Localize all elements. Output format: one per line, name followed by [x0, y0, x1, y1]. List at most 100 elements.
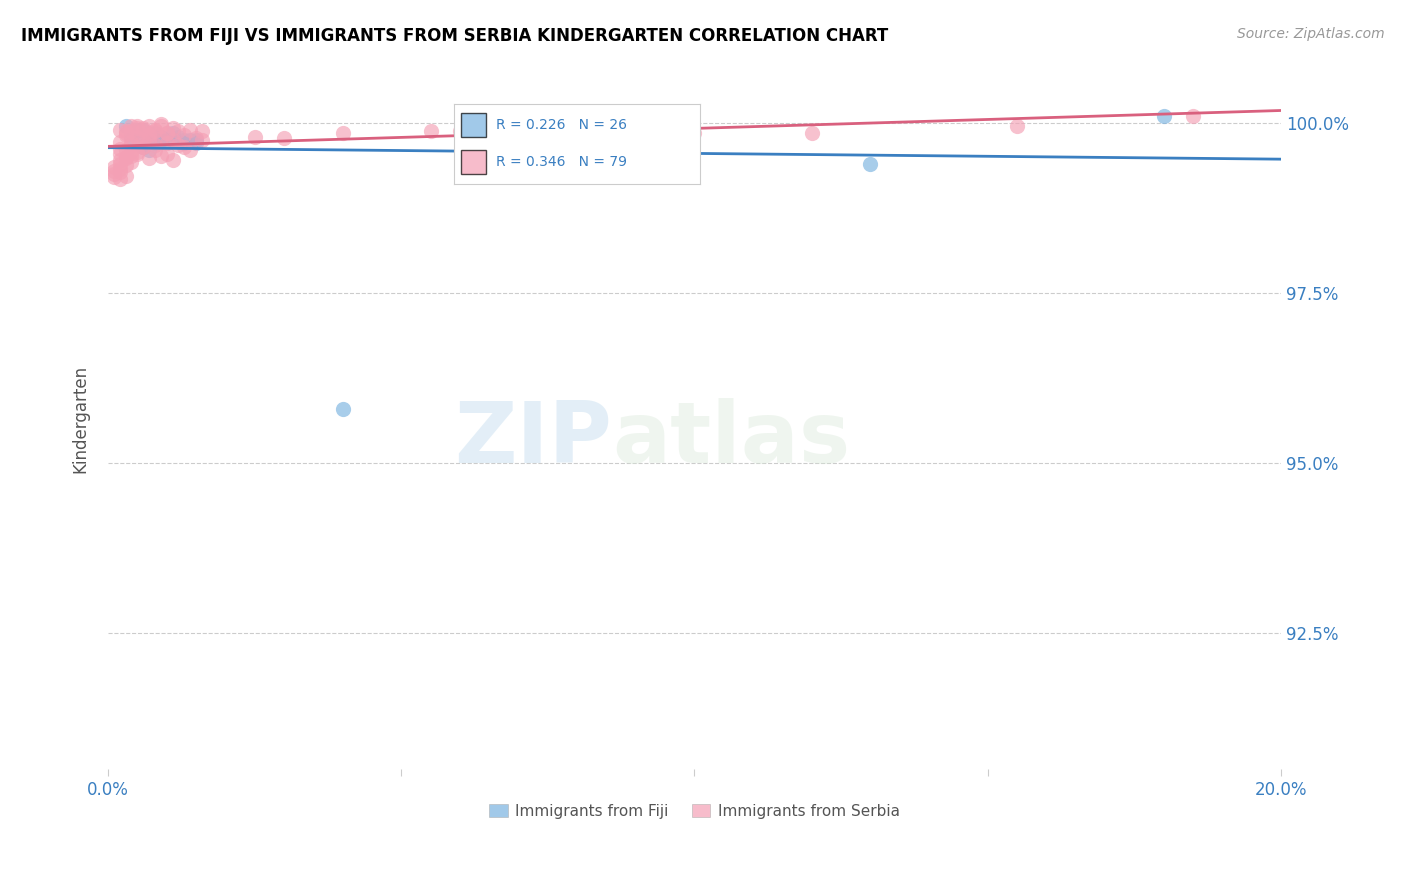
Point — [143, 124, 166, 138]
Point — [173, 128, 195, 142]
Point — [120, 135, 142, 149]
Text: atlas: atlas — [613, 399, 851, 482]
Point — [162, 153, 184, 168]
Point — [108, 153, 131, 168]
Point — [108, 135, 131, 149]
Point — [184, 133, 207, 147]
Point — [243, 129, 266, 144]
Point — [179, 143, 201, 157]
Point — [149, 133, 172, 147]
Point — [120, 155, 142, 169]
Point — [127, 129, 149, 144]
Point — [138, 151, 160, 165]
Point — [108, 122, 131, 136]
Text: Source: ZipAtlas.com: Source: ZipAtlas.com — [1237, 27, 1385, 41]
Point — [108, 142, 131, 156]
Y-axis label: Kindergarten: Kindergarten — [72, 365, 89, 473]
Point — [114, 120, 136, 134]
Point — [114, 124, 136, 138]
Point — [132, 136, 155, 151]
Point — [127, 120, 149, 134]
Point — [127, 145, 149, 159]
Point — [127, 122, 149, 136]
Point — [162, 126, 184, 140]
Point — [114, 126, 136, 140]
Point — [273, 131, 295, 145]
Point — [567, 121, 589, 136]
Point — [179, 133, 201, 147]
Point — [143, 143, 166, 157]
Point — [114, 128, 136, 143]
Point — [184, 136, 207, 151]
Point — [120, 129, 142, 144]
Point — [108, 162, 131, 177]
Point — [173, 133, 195, 147]
Point — [149, 148, 172, 162]
Point — [191, 133, 214, 147]
Point — [132, 140, 155, 154]
Point — [149, 129, 172, 144]
Point — [103, 163, 125, 178]
Point — [143, 136, 166, 151]
Point — [173, 140, 195, 154]
Legend: Immigrants from Fiji, Immigrants from Serbia: Immigrants from Fiji, Immigrants from Se… — [484, 797, 905, 825]
Point — [138, 133, 160, 147]
Point — [624, 133, 647, 147]
Point — [800, 126, 823, 140]
Point — [859, 157, 882, 171]
Point — [143, 137, 166, 152]
Point — [149, 131, 172, 145]
Point — [156, 126, 179, 140]
Point — [156, 133, 179, 147]
Point — [108, 157, 131, 171]
Point — [127, 131, 149, 145]
Point — [143, 126, 166, 140]
Point — [1005, 120, 1028, 134]
Point — [332, 126, 354, 140]
Point — [120, 124, 142, 138]
Point — [156, 126, 179, 140]
Point — [683, 126, 706, 140]
Point — [114, 150, 136, 164]
Point — [120, 145, 142, 159]
Point — [162, 133, 184, 147]
Point — [120, 148, 142, 162]
Point — [173, 136, 195, 151]
Point — [1153, 109, 1175, 123]
Point — [103, 167, 125, 181]
Point — [120, 137, 142, 152]
Point — [156, 136, 179, 151]
Point — [120, 119, 142, 133]
Text: IMMIGRANTS FROM FIJI VS IMMIGRANTS FROM SERBIA KINDERGARTEN CORRELATION CHART: IMMIGRANTS FROM FIJI VS IMMIGRANTS FROM … — [21, 27, 889, 45]
Point — [167, 124, 190, 138]
Point — [138, 126, 160, 140]
Point — [419, 124, 441, 138]
Point — [449, 124, 471, 138]
Point — [162, 121, 184, 136]
Point — [184, 131, 207, 145]
Point — [595, 133, 617, 147]
Point — [127, 121, 149, 136]
Point — [132, 122, 155, 136]
Point — [167, 129, 190, 144]
Point — [114, 169, 136, 183]
Point — [149, 120, 172, 134]
Point — [132, 122, 155, 136]
Point — [162, 133, 184, 147]
Point — [114, 151, 136, 165]
Point — [114, 158, 136, 172]
Point — [508, 122, 530, 136]
Point — [132, 121, 155, 136]
Point — [138, 128, 160, 143]
Point — [167, 137, 190, 152]
Point — [108, 165, 131, 179]
Point — [1181, 109, 1204, 123]
Point — [143, 122, 166, 136]
Point — [138, 143, 160, 157]
Point — [103, 170, 125, 185]
Point — [132, 140, 155, 154]
Point — [138, 133, 160, 147]
Point — [191, 124, 214, 138]
Point — [179, 122, 201, 136]
Point — [114, 143, 136, 157]
